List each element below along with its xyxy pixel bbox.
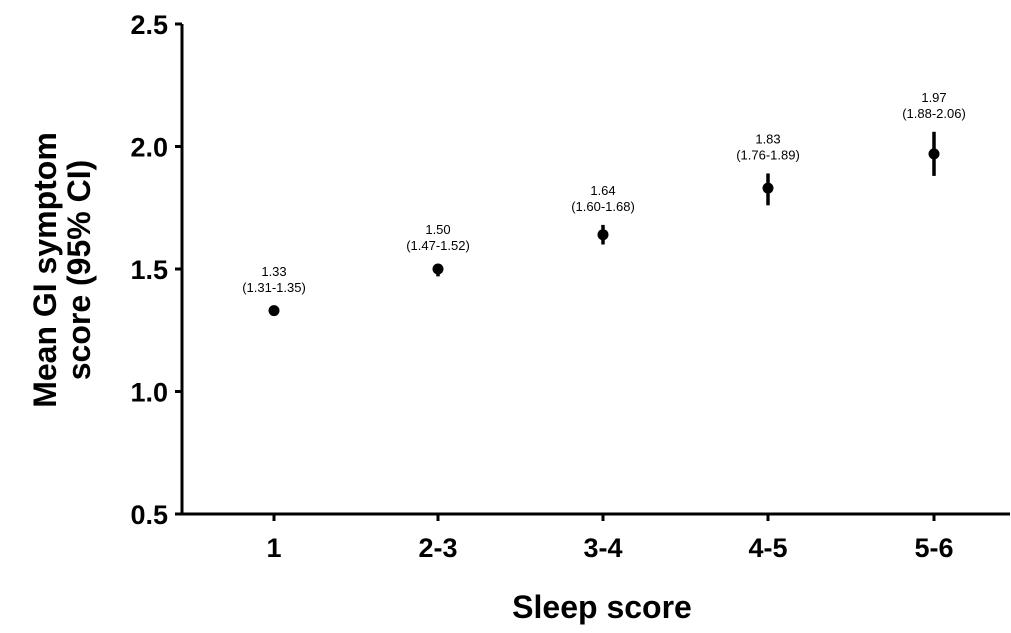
y-axis-title-line-1: Mean GI symptom — [27, 132, 63, 408]
data-marks: 1.33(1.31-1.35) 1.50(1.47-1.52) 1.64(1.60-… — [242, 90, 966, 317]
data-point-group: 1.97(1.88-2.06) — [902, 90, 966, 176]
data-point — [762, 182, 774, 194]
data-label-ci: (1.31-1.35) — [242, 280, 306, 295]
data-label-ci: (1.88-2.06) — [902, 106, 966, 121]
axes — [180, 24, 1010, 516]
data-point-group: 1.33(1.31-1.35) — [242, 264, 306, 317]
y-tick-label: 2.0 — [130, 133, 168, 163]
data-label-ci: (1.60-1.68) — [571, 199, 635, 214]
x-tick-label: 5-6 — [914, 533, 953, 563]
data-label-mean: 1.97 — [921, 90, 946, 105]
data-point-group: 1.64(1.60-1.68) — [571, 183, 635, 245]
y-axis-title-line-2: score (95% CI) — [61, 160, 97, 381]
data-point — [597, 229, 609, 241]
y-tick-label: 0.5 — [130, 500, 168, 530]
data-label-ci: (1.76-1.89) — [736, 147, 800, 162]
data-label-mean: 1.64 — [590, 183, 615, 198]
x-tick-label: 1 — [266, 533, 281, 563]
x-tick-label: 4-5 — [748, 533, 787, 563]
data-point — [268, 305, 280, 317]
x-tick-label: 2-3 — [418, 533, 457, 563]
data-point-group: 1.83(1.76-1.89) — [736, 131, 800, 206]
data-point — [928, 148, 940, 160]
data-label-mean: 1.50 — [425, 222, 450, 237]
y-tick-label: 1.5 — [130, 255, 168, 285]
data-point-group: 1.50(1.47-1.52) — [406, 222, 470, 277]
data-label-mean: 1.33 — [261, 264, 286, 279]
y-tick-label: 2.5 — [130, 10, 168, 40]
data-label-ci: (1.47-1.52) — [406, 238, 470, 253]
y-tick-label: 1.0 — [130, 378, 168, 408]
x-axis-ticks: 1 2-3 3-4 4-5 5-6 — [266, 514, 954, 563]
data-label-mean: 1.83 — [755, 131, 780, 146]
x-tick-label: 3-4 — [583, 533, 622, 563]
y-axis-ticks: 0.5 1.0 1.5 2.0 2.5 — [130, 10, 182, 530]
x-axis-title: Sleep score — [512, 589, 692, 625]
data-point — [432, 263, 444, 275]
